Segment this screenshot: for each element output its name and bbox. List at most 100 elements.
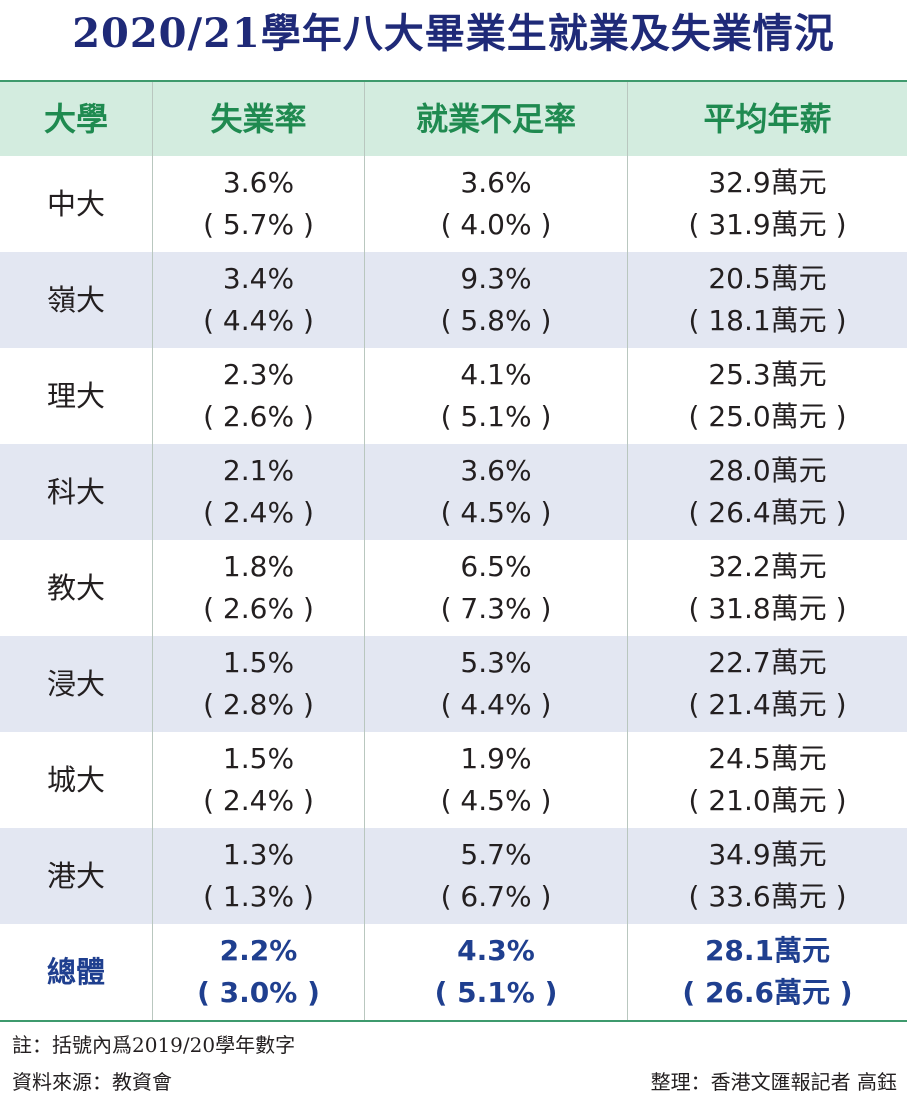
university-cell: 浸大 [0,636,152,732]
salary-previous-value: 21.4萬元 [688,684,846,726]
underemployment-current-value: 6.5% [460,550,532,583]
unemployment-cell: 1.5% 2.8% [152,636,364,732]
unemployment-previous-value: 1.3% [203,876,314,918]
university-name: 浸大 [46,667,105,701]
unemployment-cell: 1.5% 2.4% [152,732,364,828]
unemployment-previous-value: 2.6% [203,588,314,630]
unemployment-previous-value: 2.4% [203,780,314,822]
underemployment-current-value: 9.3% [460,262,532,295]
salary-previous-value: 26.6萬元 [682,972,852,1014]
underemployment-previous-value: 4.0% [441,204,552,246]
salary-current-value: 25.3萬元 [708,358,827,391]
underemployment-current-value: 3.6% [460,454,532,487]
table-total-row: 總體 2.2% 3.0% 4.3% 5.1% 28.1萬元 26.6萬元 [0,924,907,1020]
unemployment-cell: 2.1% 2.4% [152,444,364,540]
unemployment-current-value: 1.8% [222,550,295,583]
underemployment-cell: 4.1% 5.1% [364,348,627,444]
salary-previous-value: 18.1萬元 [688,300,846,342]
underemployment-previous-value: 4.4% [441,684,552,726]
unemployment-cell: 2.3% 2.6% [152,348,364,444]
unemployment-cell: 3.4% 4.4% [152,252,364,348]
underemployment-cell: 6.5% 7.3% [364,540,627,636]
underemployment-cell: 9.3% 5.8% [364,252,627,348]
salary-current-value: 28.0萬元 [708,454,827,487]
unemployment-previous-value: 3.0% [197,972,320,1014]
table-row: 浸大 1.5% 2.8% 5.3% 4.4% 22.7萬元 21.4萬元 [0,636,907,732]
salary-current-value: 20.5萬元 [708,262,827,295]
header-salary: 平均年薪 [627,82,907,156]
university-cell: 科大 [0,444,152,540]
salary-cell: 34.9萬元 33.6萬元 [627,828,907,924]
salary-current-value: 32.2萬元 [708,550,827,583]
table-row: 教大 1.8% 2.6% 6.5% 7.3% 32.2萬元 31.8萬元 [0,540,907,636]
unemployment-cell: 1.8% 2.6% [152,540,364,636]
chart-title: 2020/21學年八大畢業生就業及失業情況 [72,10,835,57]
table-row: 科大 2.1% 2.4% 3.6% 4.5% 28.0萬元 26.4萬元 [0,444,907,540]
underemployment-cell: 5.3% 4.4% [364,636,627,732]
table-row: 中大 3.6% 5.7% 3.6% 4.0% 32.9萬元 31.9萬元 [0,156,907,252]
university-cell: 城大 [0,732,152,828]
underemployment-cell: 5.7% 6.7% [364,828,627,924]
university-cell: 理大 [0,348,152,444]
salary-cell: 24.5萬元 21.0萬元 [627,732,907,828]
salary-previous-value: 31.8萬元 [688,588,846,630]
table-row: 嶺大 3.4% 4.4% 9.3% 5.8% 20.5萬元 18.1萬元 [0,252,907,348]
underemployment-cell: 1.9% 4.5% [364,732,627,828]
salary-cell: 28.1萬元 26.6萬元 [627,924,907,1020]
university-name: 科大 [46,475,105,509]
salary-current-value: 32.9萬元 [708,166,827,199]
unemployment-current-value: 1.5% [222,646,295,679]
underemployment-previous-value: 5.1% [435,972,558,1014]
underemployment-current-value: 3.6% [460,166,532,199]
salary-cell: 32.9萬元 31.9萬元 [627,156,907,252]
underemployment-current-value: 4.3% [457,934,535,967]
unemployment-current-value: 2.2% [219,934,298,967]
salary-cell: 25.3萬元 25.0萬元 [627,348,907,444]
source-note: 資料來源：教資會 [12,1070,172,1094]
university-name: 嶺大 [46,283,105,317]
unemployment-current-value: 2.1% [222,454,295,487]
salary-current-value: 22.7萬元 [708,646,827,679]
table-body: 中大 3.6% 5.7% 3.6% 4.0% 32.9萬元 31.9萬元嶺大 3.4% 4.4%… [0,156,907,1020]
university-name: 教大 [46,571,105,605]
unemployment-previous-value: 2.4% [203,492,314,534]
header-university: 大學 [43,100,108,138]
university-cell: 嶺大 [0,252,152,348]
underemployment-current-value: 5.3% [460,646,532,679]
header-underemployment: 就業不足率 [364,82,627,156]
underemployment-previous-value: 5.8% [441,300,552,342]
unemployment-current-value: 1.5% [222,742,295,775]
underemployment-current-value: 1.9% [460,742,532,775]
salary-current-value: 34.9萬元 [708,838,827,871]
university-cell: 中大 [0,156,152,252]
unemployment-current-value: 3.4% [222,262,295,295]
university-cell: 教大 [0,540,152,636]
total-label: 總體 [46,955,105,989]
table-row: 港大 1.3% 1.3% 5.7% 6.7% 34.9萬元 33.6萬元 [0,828,907,924]
unemployment-previous-value: 2.8% [203,684,314,726]
underemployment-previous-value: 5.1% [441,396,552,438]
unemployment-previous-value: 4.4% [203,300,314,342]
underemployment-previous-value: 6.7% [441,876,552,918]
underemployment-current-value: 4.1% [460,358,532,391]
unemployment-cell: 2.2% 3.0% [152,924,364,1020]
underemployment-cell: 3.6% 4.5% [364,444,627,540]
header-unemployment: 失業率 [152,82,364,156]
unemployment-cell: 3.6% 5.7% [152,156,364,252]
salary-cell: 20.5萬元 18.1萬元 [627,252,907,348]
salary-cell: 32.2萬元 31.8萬元 [627,540,907,636]
unemployment-cell: 1.3% 1.3% [152,828,364,924]
underemployment-previous-value: 4.5% [441,780,552,822]
salary-previous-value: 31.9萬元 [688,204,846,246]
underemployment-cell: 3.6% 4.0% [364,156,627,252]
unemployment-current-value: 2.3% [222,358,295,391]
salary-previous-value: 33.6萬元 [688,876,846,918]
salary-cell: 28.0萬元 26.4萬元 [627,444,907,540]
underemployment-previous-value: 4.5% [441,492,552,534]
unemployment-previous-value: 2.6% [203,396,314,438]
salary-cell: 22.7萬元 21.4萬元 [627,636,907,732]
data-table: 大學 失業率 就業不足率 平均年薪 中大 3.6% 5.7% 3.6% 4.0% 32.9… [0,80,907,1022]
salary-previous-value: 21.0萬元 [688,780,846,822]
table-row: 理大 2.3% 2.6% 4.1% 5.1% 25.3萬元 25.0萬元 [0,348,907,444]
university-name: 理大 [46,379,105,413]
